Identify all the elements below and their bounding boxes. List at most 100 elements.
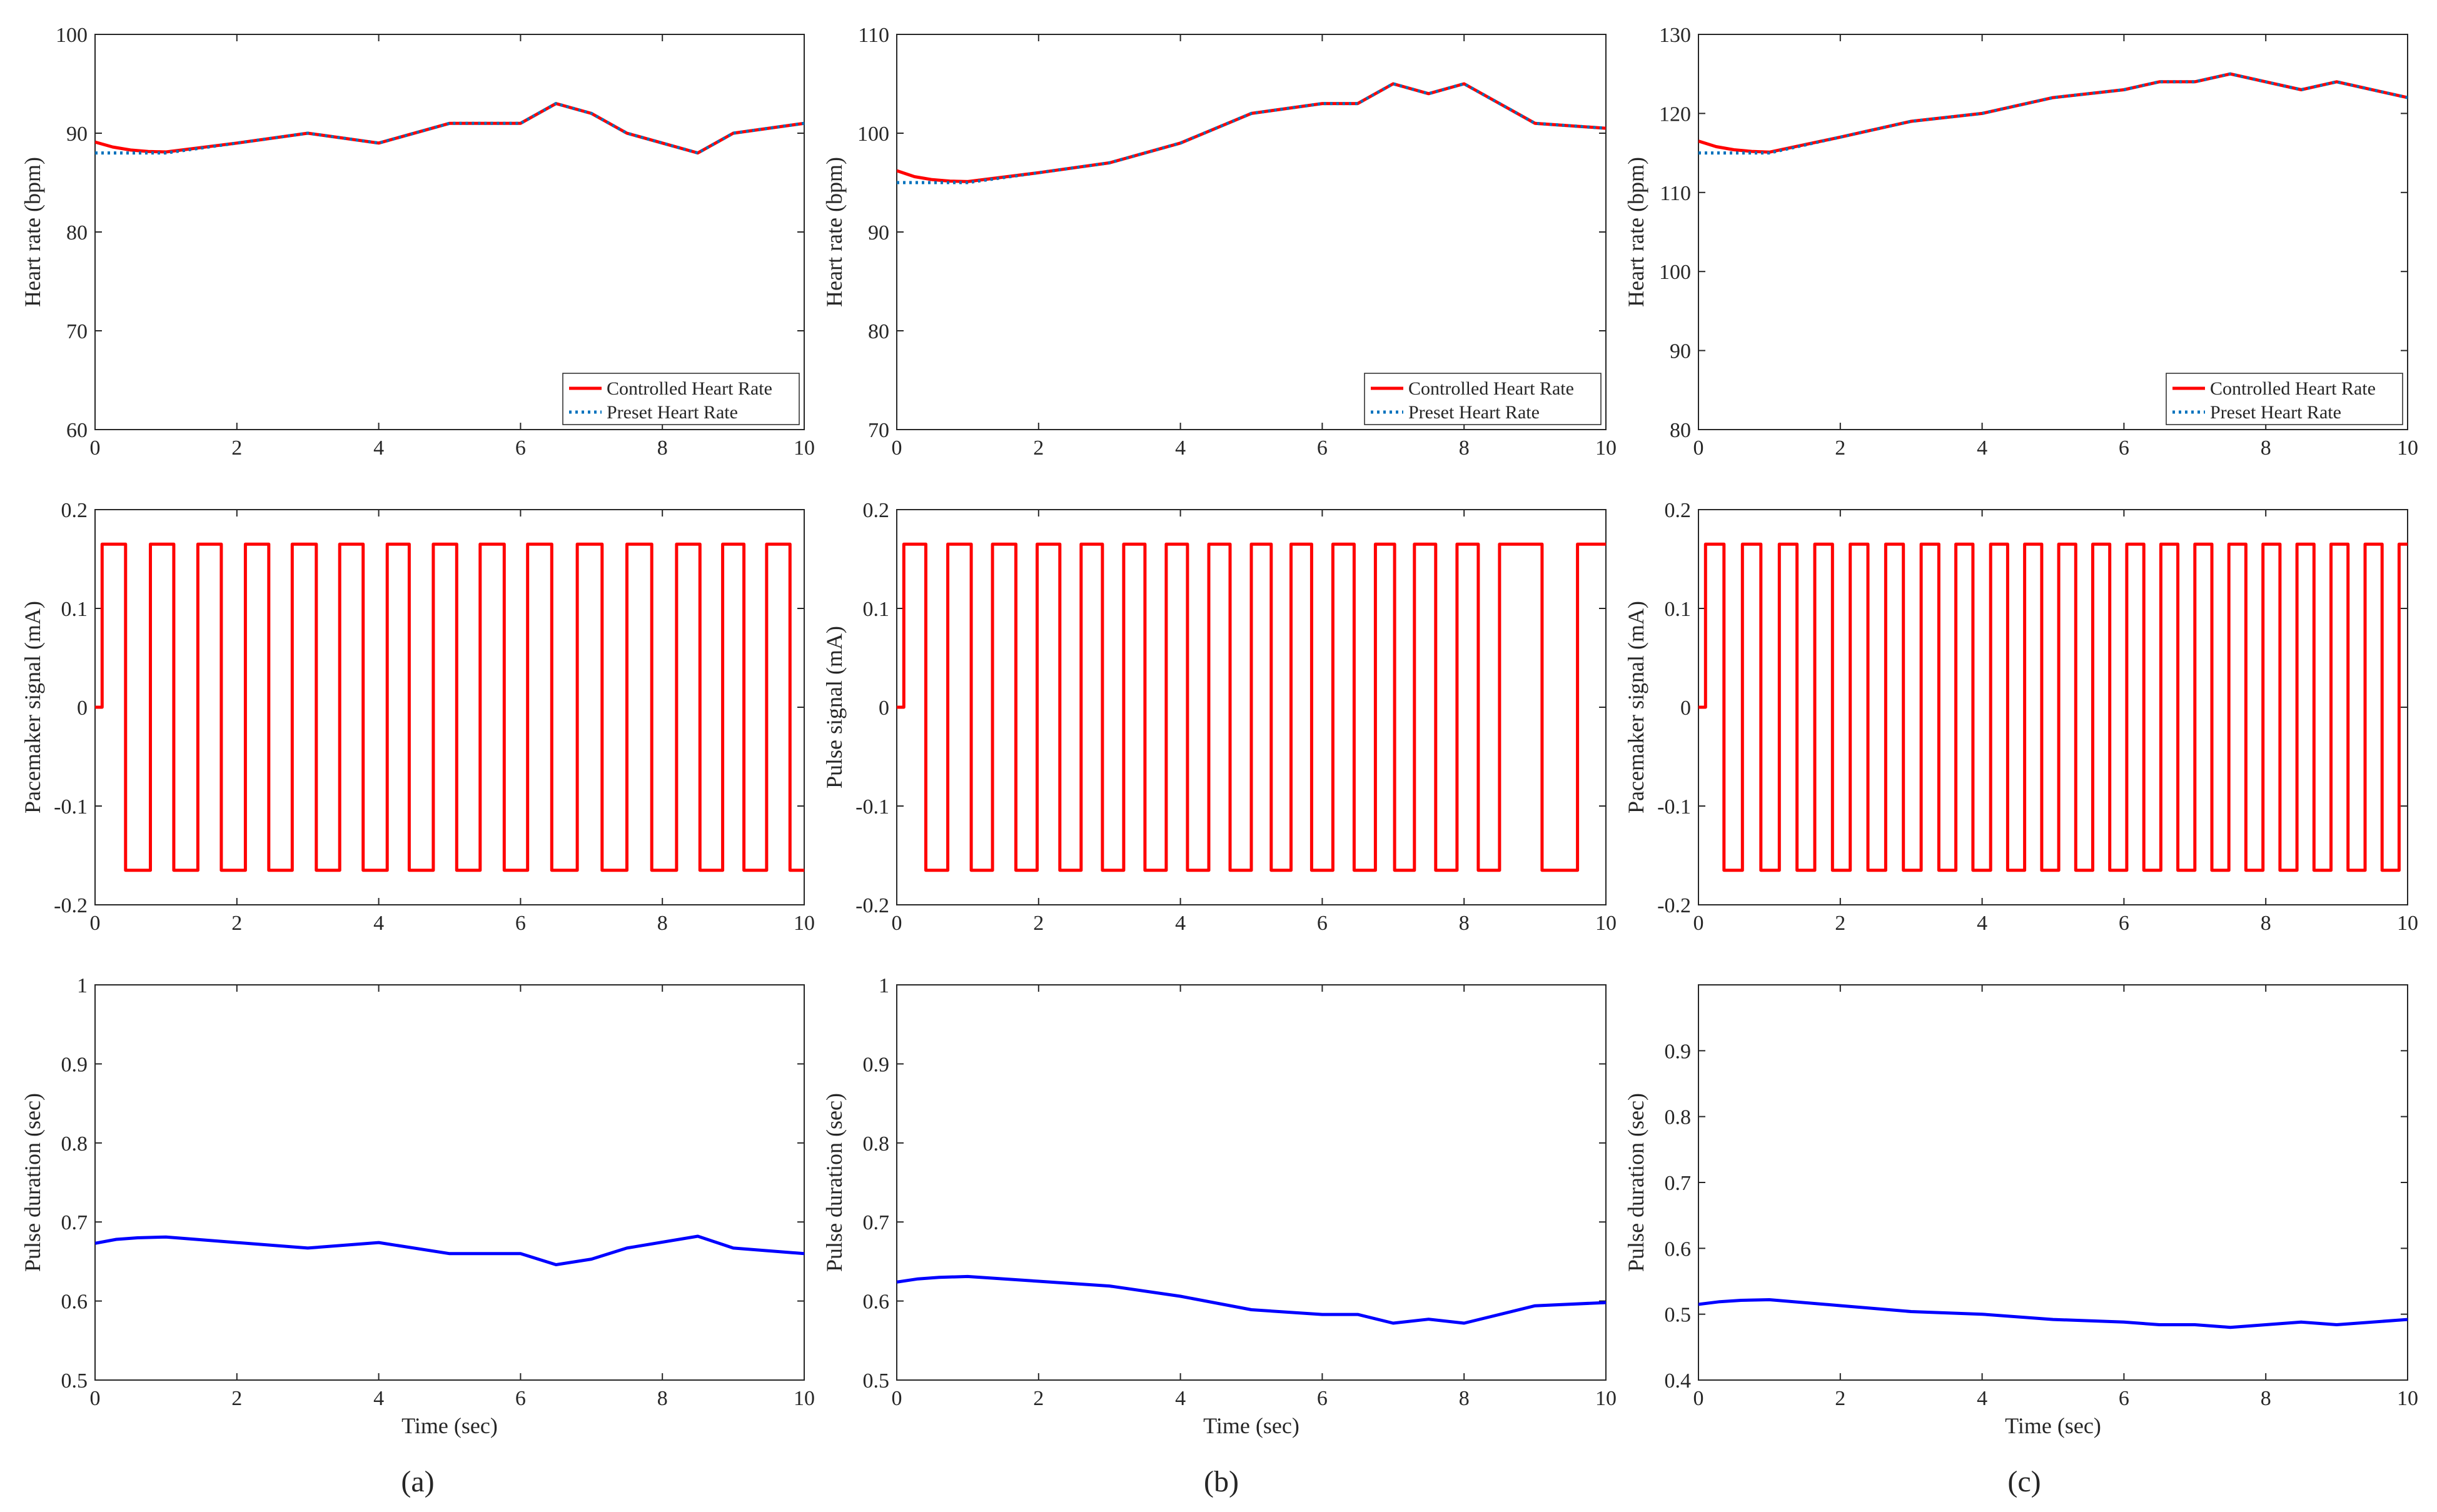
y-tick-label: 1 bbox=[77, 974, 88, 997]
y-tick-label: 80 bbox=[868, 320, 889, 343]
plot-area-frame bbox=[94, 509, 805, 905]
subplot-c-heart: 0 2 4 6 8 10 80 90 100 110 120 130 Heart rate (bpm) C… bbox=[1623, 24, 2418, 460]
y-tick-label: 0.9 bbox=[1665, 1040, 1692, 1063]
x-tick-label: 2 bbox=[1835, 912, 1845, 935]
series-line-preset bbox=[95, 102, 804, 155]
x-tick-label: 6 bbox=[1317, 436, 1328, 460]
legend-entry: Preset Heart Rate bbox=[607, 402, 738, 423]
subplot-c-pacemaker: 0 2 4 6 8 10 -0.2 -0.1 0 0.1 0.2 Pacemaker signal (… bbox=[1623, 499, 2418, 935]
x-tick-label: 6 bbox=[1317, 912, 1328, 935]
y-tick-label: 0.8 bbox=[863, 1132, 890, 1156]
legend-entry: Controlled Heart Rate bbox=[2210, 378, 2376, 399]
y-tick-label: 80 bbox=[66, 221, 88, 244]
series-line-primary bbox=[897, 1274, 1606, 1325]
y-axis-label: Pulse duration (sec) bbox=[1623, 1093, 1648, 1272]
x-tick-label: 4 bbox=[373, 1387, 384, 1410]
y-tick-label: 0.6 bbox=[863, 1291, 890, 1314]
x-tick-label: 4 bbox=[1175, 912, 1186, 935]
x-tick-label: 10 bbox=[794, 436, 815, 460]
y-tick-label: 0.8 bbox=[1665, 1106, 1692, 1129]
x-tick-label: 0 bbox=[892, 1387, 902, 1410]
legend-entry: Preset Heart Rate bbox=[1408, 402, 1540, 423]
y-tick-label: 0.2 bbox=[61, 499, 88, 522]
legend-entry: Preset Heart Rate bbox=[2210, 402, 2341, 423]
x-tick-label: 8 bbox=[657, 912, 668, 935]
y-tick-label: 0.2 bbox=[863, 499, 890, 522]
y-tick-label: 130 bbox=[1659, 24, 1691, 47]
y-tick-label: 90 bbox=[1670, 340, 1691, 363]
y-tick-label: 1 bbox=[879, 974, 889, 997]
plot-area-frame bbox=[1698, 509, 2408, 905]
legend-box bbox=[2166, 373, 2403, 425]
y-tick-label: 0.9 bbox=[863, 1053, 890, 1076]
x-tick-label: 2 bbox=[1835, 1387, 1845, 1410]
x-tick-label: 4 bbox=[1175, 1387, 1186, 1410]
y-tick-label: 90 bbox=[66, 123, 88, 146]
data-layer bbox=[897, 542, 1606, 872]
x-axis-label: Time (sec) bbox=[1203, 1413, 1299, 1438]
x-tick-label: 0 bbox=[1693, 436, 1704, 460]
y-tick-label: 0.7 bbox=[863, 1211, 890, 1234]
legend-box bbox=[562, 373, 800, 425]
y-tick-label: 70 bbox=[868, 419, 889, 442]
x-tick-label: 0 bbox=[892, 912, 902, 935]
series-line-signal bbox=[95, 542, 804, 872]
x-tick-label: 6 bbox=[2119, 912, 2129, 935]
legend: Controlled Heart Rate Preset Heart Rate bbox=[1364, 373, 1602, 425]
panel-label-c: (c) bbox=[2007, 1465, 2041, 1498]
y-tick-label: 120 bbox=[1659, 103, 1691, 126]
data-layer bbox=[1698, 72, 2408, 155]
y-tick-label: 0.6 bbox=[1665, 1237, 1692, 1261]
series-line-signal bbox=[1698, 542, 2408, 872]
subplot-a-pacemaker: 0 2 4 6 8 10 -0.2 -0.1 0 0.1 0.2 Pacemaker signal (… bbox=[20, 499, 815, 935]
data-layer bbox=[1698, 542, 2408, 872]
data-layer bbox=[95, 102, 804, 155]
y-tick-label: -0.1 bbox=[1657, 795, 1691, 819]
series-line-primary bbox=[95, 1234, 804, 1266]
legend-entry: Controlled Heart Rate bbox=[607, 378, 772, 399]
x-tick-label: 6 bbox=[2119, 1387, 2129, 1410]
y-tick-label: -0.2 bbox=[54, 894, 88, 917]
y-tick-label: 0.5 bbox=[1665, 1304, 1692, 1327]
x-tick-label: 0 bbox=[892, 436, 902, 460]
y-tick-label: 0 bbox=[879, 697, 889, 720]
legend: Controlled Heart Rate Preset Heart Rate bbox=[2166, 373, 2403, 425]
subplot-b-pulse-signal: 0 2 4 6 8 10 -0.2 -0.1 0 0.1 0.2 Pulse signal (mA) bbox=[822, 499, 1617, 935]
x-tick-label: 0 bbox=[90, 436, 101, 460]
x-tick-label: 6 bbox=[2119, 436, 2129, 460]
x-tick-label: 8 bbox=[2261, 436, 2271, 460]
y-tick-label: 0.1 bbox=[1665, 598, 1692, 621]
y-tick-label: 0.5 bbox=[863, 1369, 890, 1393]
x-tick-label: 2 bbox=[1033, 1387, 1044, 1410]
series-line-preset bbox=[1698, 72, 2408, 155]
plot-area-frame bbox=[94, 984, 805, 1381]
x-tick-label: 2 bbox=[231, 436, 242, 460]
panel-labels: (a) (b) (c) bbox=[401, 1465, 2041, 1498]
y-tick-label: 90 bbox=[868, 221, 889, 244]
data-layer bbox=[897, 1274, 1606, 1325]
y-tick-label: 0.7 bbox=[1665, 1172, 1692, 1195]
y-tick-label: 0.5 bbox=[61, 1369, 88, 1393]
subplot-c-duration: 0 2 4 6 8 10 0.4 0.5 0.6 0.7 0.8 0.9 Pulse duration … bbox=[1623, 984, 2418, 1438]
data-layer bbox=[1698, 1298, 2408, 1329]
y-tick-label: 0.6 bbox=[61, 1291, 88, 1314]
series-line-primary bbox=[1698, 1298, 2408, 1329]
panel-label-a: (a) bbox=[401, 1465, 434, 1498]
y-axis-label: Heart rate (bpm) bbox=[20, 157, 45, 307]
plot-area-frame bbox=[1698, 984, 2408, 1381]
x-tick-label: 2 bbox=[1835, 436, 1845, 460]
x-tick-label: 2 bbox=[231, 912, 242, 935]
y-tick-label: 60 bbox=[66, 419, 88, 442]
x-tick-label: 6 bbox=[515, 436, 526, 460]
x-tick-label: 8 bbox=[1459, 1387, 1470, 1410]
y-tick-label: -0.1 bbox=[855, 795, 889, 819]
y-axis-label: Pulse duration (sec) bbox=[822, 1093, 847, 1272]
data-layer bbox=[95, 542, 804, 872]
x-tick-label: 0 bbox=[90, 1387, 101, 1410]
y-axis-label: Pacemaker signal (mA) bbox=[1623, 601, 1648, 814]
y-tick-label: 0.8 bbox=[61, 1132, 88, 1156]
y-tick-label: 100 bbox=[1659, 261, 1691, 284]
y-tick-label: 80 bbox=[1670, 419, 1691, 442]
